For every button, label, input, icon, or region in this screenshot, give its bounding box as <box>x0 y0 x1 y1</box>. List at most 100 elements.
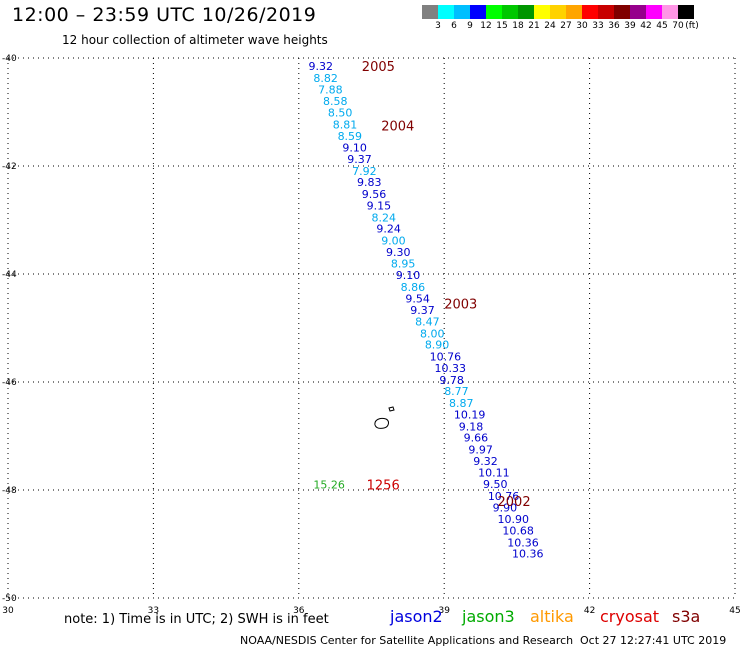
wave-height-labels: 9.328.827.888.588.508.818.599.109.377.92… <box>308 60 543 561</box>
color-swatch <box>598 5 614 19</box>
wave-height-label: 10.36 <box>507 536 539 549</box>
color-swatch <box>550 5 566 19</box>
color-scale-label: 24 <box>544 21 556 31</box>
lat-tick-label: -50 <box>2 594 17 604</box>
color-scale-label: 15 <box>496 21 508 31</box>
color-swatch <box>422 5 438 19</box>
pass-time-labels: 2005 2004 2003 1256 2002 <box>362 60 531 510</box>
wave-height-label: 9.10 <box>396 269 421 282</box>
wave-height-label: 9.15 <box>367 199 392 212</box>
pass-time-label: 2004 <box>381 120 414 135</box>
page-title: 12:00 – 23:59 UTC 10/26/2019 <box>12 4 317 26</box>
lon-tick-label: 42 <box>584 606 595 616</box>
wave-height-label: 9.78 <box>439 374 464 387</box>
lat-tick-label: -46 <box>2 378 17 388</box>
color-swatch <box>614 5 630 19</box>
wave-height-label: 8.86 <box>401 281 426 294</box>
pass-time-label: 2003 <box>444 298 477 313</box>
wave-height-label: 9.66 <box>464 432 489 445</box>
wave-height-label: 7.88 <box>318 83 343 96</box>
wave-height-label: 8.87 <box>449 397 474 410</box>
wave-height-label: 8.00 <box>420 327 445 340</box>
color-scale-label: 33 <box>592 21 604 31</box>
lon-tick-label: 45 <box>729 606 740 616</box>
color-scale-bar <box>422 5 694 19</box>
color-scale-label: 3 <box>435 21 441 31</box>
color-swatch <box>502 5 518 19</box>
color-swatch <box>678 5 694 19</box>
color-scale-label: 36 <box>608 21 620 31</box>
color-swatch <box>582 5 598 19</box>
legend-item-jason2: jason2 <box>390 607 443 626</box>
wave-height-label: 9.97 <box>468 444 493 457</box>
wave-height-label: 10.76 <box>488 490 520 503</box>
wave-height-label: 9.50 <box>483 478 508 491</box>
lat-tick-label: -40 <box>2 54 17 64</box>
color-scale-label: 21 <box>528 21 540 31</box>
graticule <box>7 57 736 599</box>
lat-tick-label: -48 <box>2 486 17 496</box>
color-scale-label: 39 <box>624 21 636 31</box>
wave-height-label: 9.90 <box>493 501 517 514</box>
wave-height-label: 8.95 <box>391 258 416 271</box>
pass-time-label: 1256 <box>367 479 400 494</box>
wave-height-label: 9.37 <box>347 153 372 166</box>
wave-height-label: 7.92 <box>352 165 377 178</box>
color-scale-label: 18 <box>512 21 524 31</box>
page-subtitle: 12 hour collection of altimeter wave hei… <box>62 33 328 47</box>
legend-item-cryosat: cryosat <box>600 607 660 626</box>
island-marion <box>374 417 389 429</box>
lon-tick-label: 30 <box>2 606 14 616</box>
wave-height-label: 8.50 <box>328 107 353 120</box>
wave-height-label: 10.90 <box>498 513 529 526</box>
lon-tick-label: 36 <box>293 606 305 616</box>
color-swatch <box>630 5 646 19</box>
legend-item-jason3: jason3 <box>462 607 515 626</box>
wave-height-label: 9.54 <box>405 292 430 305</box>
wave-height-label: 10.76 <box>430 351 462 364</box>
lat-tick-label: -44 <box>2 270 17 280</box>
color-swatch <box>486 5 502 19</box>
island-outlines <box>374 406 395 429</box>
wave-height-label: 9.18 <box>459 420 484 433</box>
color-scale-label: 70 <box>672 21 684 31</box>
wave-height-label: 10.11 <box>478 467 510 480</box>
wave-height-label: 9.10 <box>342 142 367 155</box>
color-scale-label: 27 <box>560 21 572 31</box>
wave-height-label: 8.58 <box>323 95 348 108</box>
wave-height-label: 9.24 <box>376 223 401 236</box>
wave-height-label: 10.36 <box>512 548 544 561</box>
color-swatch <box>454 5 470 19</box>
wave-height-label: 10.19 <box>454 408 486 421</box>
color-scale-label: 45 <box>656 21 668 31</box>
wave-height-label: 8.24 <box>372 211 397 224</box>
wave-height-label: 10.33 <box>435 362 467 375</box>
wave-height-label: 9.37 <box>410 304 435 317</box>
wave-height-label: 9.32 <box>473 455 498 468</box>
color-swatch <box>662 5 678 19</box>
wave-height-label: 8.81 <box>333 118 358 131</box>
wave-height-label: 9.30 <box>386 246 411 259</box>
color-swatch <box>534 5 550 19</box>
legend-item-s3a: s3a <box>672 607 701 626</box>
wave-height-label: 8.59 <box>338 130 363 143</box>
wave-height-label: 9.83 <box>357 176 382 189</box>
wave-height-label: 9.32 <box>308 60 333 73</box>
color-swatch <box>566 5 582 19</box>
axis-tick-labels: -40 -42 -44 -46 -48 -50 30 33 36 39 42 45 <box>2 54 740 616</box>
wave-height-label: 9.00 <box>381 235 406 248</box>
color-swatch <box>518 5 534 19</box>
color-swatch <box>470 5 486 19</box>
pass-time-label: 2005 <box>362 60 395 75</box>
lon-tick-label: 39 <box>438 606 450 616</box>
island-prince-edward <box>388 406 395 412</box>
wave-height-label: 8.77 <box>444 385 469 398</box>
credit-line: NOAA/NESDIS Center for Satellite Applica… <box>240 634 574 647</box>
wave-height-label: 15.26 <box>313 479 345 492</box>
color-scale-label: 42 <box>640 21 652 31</box>
color-scale-label: 6 <box>451 21 457 31</box>
wave-height-label: 8.82 <box>313 72 338 85</box>
lat-tick-label: -42 <box>2 162 17 172</box>
footer-note: note: 1) Time is in UTC; 2) SWH is in fe… <box>64 612 329 627</box>
